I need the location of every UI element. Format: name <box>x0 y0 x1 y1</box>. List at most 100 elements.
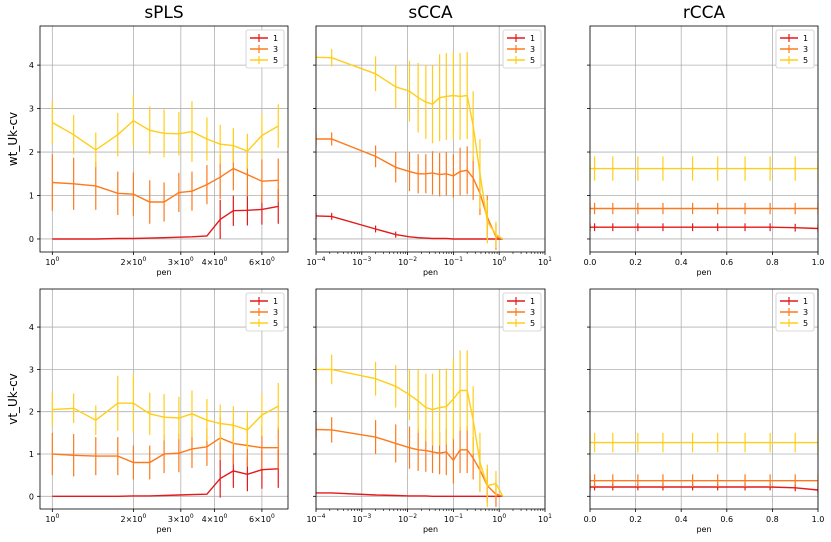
legend-label-1: 1 <box>803 297 808 306</box>
panel-bottom-sPLS: 0 1 2 3 4 100 2×100 3×100 4×100 6×100 pen 1 3 5 <box>29 288 289 534</box>
row-ylabel-0: wt_Uk-cv <box>6 112 20 166</box>
xtick-label: 0.4 <box>675 258 688 267</box>
series-line-1 <box>52 468 279 497</box>
panel-bottom-rCCA: 0.0 0.2 0.4 0.6 0.8 1.0 pen 1 3 5 <box>584 288 825 534</box>
legend-label-3: 3 <box>803 45 808 54</box>
xtick-label: 100 <box>45 513 59 524</box>
panel-bottom-sCCA: 10−4 10−3 10−2 10−1 100 101 pen 1 3 5 <box>306 288 552 534</box>
xtick-label: 6×100 <box>249 256 275 267</box>
legend-label-1: 1 <box>273 297 278 306</box>
xtick-label: 0.0 <box>584 515 597 524</box>
legend-label-5: 5 <box>803 56 808 65</box>
panel-top-sPLS: 0 1 2 3 4 100 2×100 3×100 4×100 6×100 pen 1 3 5 <box>29 25 289 277</box>
x-axis-label: pen <box>696 268 711 277</box>
ytick-label: 1 <box>29 450 34 459</box>
legend-label-1: 1 <box>530 34 535 43</box>
xtick-label: 100 <box>492 513 506 524</box>
legend-label-3: 3 <box>273 308 278 317</box>
xtick-label: 10−2 <box>398 513 417 524</box>
legend-label-3: 3 <box>273 45 278 54</box>
xtick-label: 0.8 <box>766 258 779 267</box>
legend-label-5: 5 <box>273 56 278 65</box>
legend-label-1: 1 <box>530 297 535 306</box>
legend-label-5: 5 <box>530 319 535 328</box>
ytick-label: 0 <box>29 235 34 244</box>
ytick-label: 2 <box>29 148 34 157</box>
xtick-label: 0.2 <box>629 515 642 524</box>
xtick-label: 10−1 <box>444 513 463 524</box>
xtick-label: 2×100 <box>120 256 146 267</box>
column-title-rcca: rCCA <box>683 3 726 23</box>
row-ylabel-1: vt_Uk-cv <box>6 373 20 425</box>
x-axis-label: pen <box>156 525 171 534</box>
xtick-label: 10−3 <box>352 256 371 267</box>
panel-top-sCCA: 10−4 10−3 10−2 10−1 100 101 pen 1 3 5 <box>306 25 552 277</box>
legend-label-5: 5 <box>273 319 278 328</box>
legend-label-3: 3 <box>803 308 808 317</box>
series-line-3 <box>316 428 504 497</box>
xtick-label: 6×100 <box>249 513 275 524</box>
column-title-spls: sPLS <box>144 3 183 23</box>
ytick-label: 3 <box>29 105 34 114</box>
ytick-label: 1 <box>29 192 34 201</box>
axes-frame <box>39 25 289 253</box>
xtick-label: 0.2 <box>629 258 642 267</box>
xtick-label: 0.8 <box>766 515 779 524</box>
series-line-1 <box>316 215 503 240</box>
series-line-3 <box>52 167 279 203</box>
axes-frame <box>315 25 546 253</box>
series-line-3 <box>316 138 504 240</box>
xtick-label: 10−4 <box>306 513 325 524</box>
axes-frame <box>589 288 819 510</box>
xtick-label: 3×100 <box>168 513 194 524</box>
column-title-scca: sCCA <box>408 3 453 23</box>
legend-label-1: 1 <box>273 34 278 43</box>
xtick-label: 0.0 <box>584 258 597 267</box>
xtick-label: 10−3 <box>352 513 371 524</box>
series-line-1 <box>590 486 818 491</box>
series-line-1 <box>590 226 818 230</box>
legend-label-3: 3 <box>530 308 535 317</box>
panel-top-rCCA: 0.0 0.2 0.4 0.6 0.8 1.0 pen 1 3 5 <box>584 25 825 277</box>
x-axis-label: pen <box>423 268 438 277</box>
series-line-5 <box>51 119 279 153</box>
axes-frame <box>589 25 819 253</box>
axes-frame <box>315 288 546 510</box>
ytick-label: 0 <box>29 492 34 501</box>
series-line-1 <box>316 492 503 497</box>
xtick-label: 101 <box>538 256 552 267</box>
series-line-1 <box>52 205 279 240</box>
xtick-label: 2×100 <box>120 513 146 524</box>
xtick-label: 3×100 <box>168 256 194 267</box>
ytick-label: 2 <box>29 408 34 417</box>
series-line-5 <box>316 56 504 240</box>
xtick-label: 10−4 <box>306 256 325 267</box>
legend-label-1: 1 <box>803 34 808 43</box>
xtick-label: 0.6 <box>720 515 733 524</box>
xtick-label: 1.0 <box>812 515 825 524</box>
xtick-label: 4×100 <box>202 256 228 267</box>
ytick-label: 3 <box>29 365 34 374</box>
xtick-label: 0.6 <box>720 258 733 267</box>
x-axis-label: pen <box>156 268 171 277</box>
axes-frame <box>39 288 289 510</box>
xtick-label: 4×100 <box>202 513 228 524</box>
xtick-label: 0.4 <box>675 515 688 524</box>
xtick-label: 10−1 <box>444 256 463 267</box>
x-axis-label: pen <box>423 525 438 534</box>
legend-label-3: 3 <box>530 45 535 54</box>
series-line-5 <box>52 402 279 431</box>
series-line-3 <box>52 437 279 464</box>
ytick-label: 4 <box>29 61 34 70</box>
xtick-label: 100 <box>492 256 506 267</box>
x-axis-label: pen <box>696 525 711 534</box>
series-line-5 <box>316 368 504 497</box>
xtick-label: 10−2 <box>398 256 417 267</box>
xtick-label: 101 <box>538 513 552 524</box>
legend-label-5: 5 <box>530 56 535 65</box>
legend-label-5: 5 <box>803 319 808 328</box>
xtick-label: 100 <box>45 256 59 267</box>
ytick-label: 4 <box>29 323 34 332</box>
xtick-label: 1.0 <box>812 258 825 267</box>
